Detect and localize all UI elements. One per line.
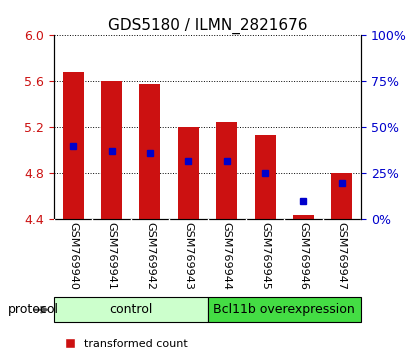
Text: GSM769943: GSM769943 bbox=[183, 222, 193, 290]
Text: control: control bbox=[109, 303, 152, 316]
Text: GSM769947: GSM769947 bbox=[337, 222, 347, 290]
Text: GSM769945: GSM769945 bbox=[260, 222, 270, 290]
Bar bbox=[216, 122, 237, 219]
Bar bbox=[139, 84, 161, 219]
Bar bbox=[208, 297, 361, 322]
Bar bbox=[54, 297, 208, 322]
Text: GSM769946: GSM769946 bbox=[298, 222, 308, 290]
Text: GSM769942: GSM769942 bbox=[145, 222, 155, 290]
Text: GSM769940: GSM769940 bbox=[68, 222, 78, 290]
Bar bbox=[101, 81, 122, 219]
Bar bbox=[63, 72, 84, 219]
Bar bbox=[254, 136, 276, 219]
Bar bbox=[178, 127, 199, 219]
Bar bbox=[331, 173, 352, 219]
Text: GSM769944: GSM769944 bbox=[222, 222, 232, 290]
Bar bbox=[293, 215, 314, 219]
Title: GDS5180 / ILMN_2821676: GDS5180 / ILMN_2821676 bbox=[108, 18, 307, 34]
Legend: transformed count, percentile rank within the sample: transformed count, percentile rank withi… bbox=[59, 335, 276, 354]
Text: protocol: protocol bbox=[8, 303, 59, 316]
Text: Bcl11b overexpression: Bcl11b overexpression bbox=[213, 303, 355, 316]
Text: GSM769941: GSM769941 bbox=[107, 222, 117, 290]
